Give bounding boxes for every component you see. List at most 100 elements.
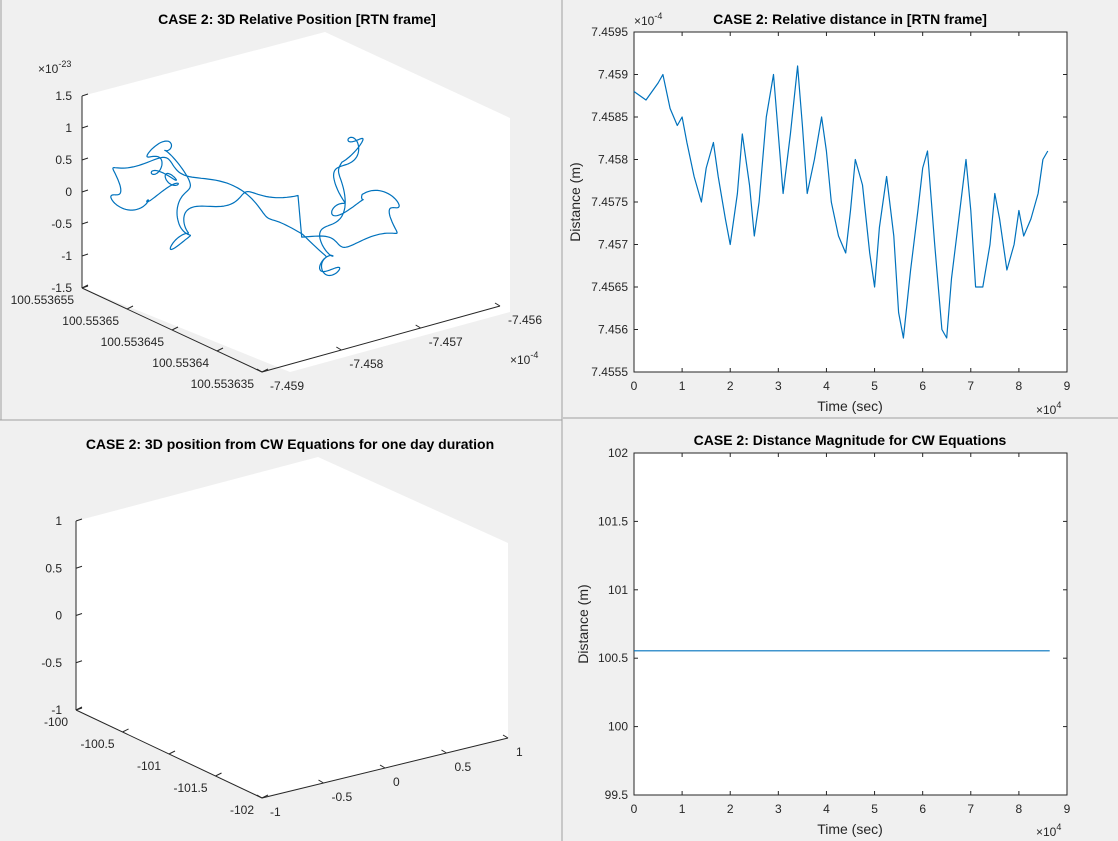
y-axis-label: Distance (m): [567, 162, 583, 241]
x-tick-label: 1: [679, 379, 686, 393]
y-tick-label: 100.553635: [191, 377, 255, 391]
panel-3d-relative-position[interactable]: CASE 2: 3D Relative Position [RTN frame]…: [0, 0, 563, 421]
x-axis-label: Time (sec): [817, 821, 883, 837]
z-tick-mark: [75, 518, 83, 522]
x-tick-mark: [336, 346, 342, 351]
x-tick-label: 1: [679, 802, 686, 816]
z-tick-label: 0: [55, 609, 62, 623]
x-tick-label: 0: [631, 379, 638, 393]
x-tick-mark: [441, 749, 447, 754]
chart-title: CASE 2: Distance Magnitude for CW Equati…: [694, 432, 1007, 448]
x-tick-mark: [318, 779, 324, 784]
plot-area: [633, 31, 1068, 373]
z-tick-mark: [81, 221, 89, 225]
y-tick-label: 102: [608, 446, 628, 460]
x-exponent-value: 4: [1056, 822, 1061, 832]
y-tick-mark: [81, 284, 89, 289]
z-tick-label: -0.5: [41, 656, 62, 670]
z-tick-mark: [75, 613, 83, 616]
x-tick-label: 0: [393, 775, 400, 789]
chart-title: CASE 2: 3D position from CW Equations fo…: [86, 436, 494, 452]
y-tick-mark: [122, 728, 129, 733]
y-exponent-value: -4: [654, 11, 662, 21]
z-tick-label: 1: [65, 121, 72, 135]
y-tick-label: 99.5: [605, 788, 629, 802]
x-tick-label: -1: [270, 805, 281, 819]
x-axis-label: Time (sec): [817, 398, 883, 414]
y-tick-label: 7.4575: [591, 195, 628, 209]
y-tick-label: 7.4585: [591, 110, 628, 124]
x-tick-mark: [494, 302, 501, 307]
y-tick-label: 100.55365: [62, 314, 119, 328]
x-tick-mark: [502, 734, 509, 739]
x-tick-label: -7.458: [349, 357, 383, 371]
x-tick-label: 4: [823, 379, 830, 393]
z-tick-label: 0: [65, 185, 72, 199]
x-axis-line: [261, 305, 501, 373]
x-tick-label: 2: [727, 802, 734, 816]
chart-title: CASE 2: 3D Relative Position [RTN frame]: [158, 11, 436, 27]
x-tick-mark: [256, 368, 263, 373]
x-tick-label: 9: [1064, 802, 1071, 816]
y-tick-mark: [168, 750, 176, 755]
y-tick-label: -100.5: [80, 737, 114, 751]
y-tick-label: 7.457: [598, 238, 628, 252]
y-tick-label: 100.5: [598, 651, 628, 665]
x-tick-label: 7: [967, 802, 974, 816]
z-tick-mark: [81, 125, 89, 129]
y-tick-label: 100.55364: [152, 356, 209, 370]
x-tick-mark: [415, 324, 421, 329]
x-axis-exponent: ×104: [1036, 400, 1061, 417]
y-tick-label: 7.4565: [591, 280, 628, 294]
x-tick-label: -0.5: [332, 790, 353, 804]
y-tick-label: 7.456: [598, 323, 628, 337]
z-tick-label: 0.5: [45, 561, 62, 575]
x-tick-label: 3: [775, 379, 782, 393]
y-tick-label: 100: [608, 720, 628, 734]
chart-title: CASE 2: Relative distance in [RTN frame]: [713, 11, 987, 27]
x-tick-label: 9: [1064, 379, 1071, 393]
z-tick-label: 1.5: [55, 89, 72, 103]
z-tick-mark: [81, 253, 89, 257]
x-tick-label: -7.456: [508, 313, 542, 327]
distance-series: [633, 65, 1049, 339]
x-tick-mark: [256, 794, 263, 799]
z-tick-mark: [81, 157, 89, 161]
x-exponent-value: -4: [530, 350, 538, 360]
y-tick-label: 7.4595: [591, 25, 628, 39]
y-tick-mark: [75, 706, 83, 711]
x-tick-label: 0: [631, 802, 638, 816]
y-tick-label: 100.553655: [11, 293, 75, 307]
panel-cw-3d-position[interactable]: CASE 2: 3D position from CW Equations fo…: [41, 420, 563, 841]
x-tick-label: 3: [775, 802, 782, 816]
z-exponent-value: -23: [58, 59, 71, 69]
x-tick-label: 2: [727, 379, 734, 393]
x-axis-exponent: ×104: [1036, 822, 1061, 839]
y-tick-label: 7.458: [598, 153, 628, 167]
y-tick-label: 101: [608, 583, 628, 597]
x-tick-label: 1: [516, 745, 523, 759]
x-tick-mark: [379, 764, 386, 769]
panel-relative-distance[interactable]: CASE 2: Relative distance in [RTN frame]…: [563, 0, 1118, 419]
trajectory-series: [110, 136, 400, 277]
x-tick-label: 6: [919, 802, 926, 816]
x-tick-label: 5: [871, 379, 878, 393]
y-tick-mark: [171, 326, 179, 331]
x-tick-label: 7: [967, 379, 974, 393]
z-tick-mark: [81, 189, 89, 193]
y-tick-label: 100.553645: [101, 335, 165, 349]
x-tick-label: -7.459: [270, 379, 304, 393]
x-tick-label: 8: [1016, 379, 1023, 393]
x-tick-label: 4: [823, 802, 830, 816]
x-exponent-value: 4: [1056, 400, 1061, 410]
x-tick-label: -7.457: [429, 335, 463, 349]
y-tick-label: 7.459: [598, 68, 628, 82]
y-axis-label: Distance (m): [575, 584, 591, 663]
panel-cw-distance-magnitude[interactable]: CASE 2: Distance Magnitude for CW Equati…: [575, 432, 1071, 839]
y-tick-label: -101: [137, 759, 161, 773]
x-tick-label: 5: [871, 802, 878, 816]
z-tick-label: -1.5: [51, 281, 72, 295]
z-tick-mark: [75, 660, 83, 664]
y-tick-label: 7.4555: [591, 365, 628, 379]
